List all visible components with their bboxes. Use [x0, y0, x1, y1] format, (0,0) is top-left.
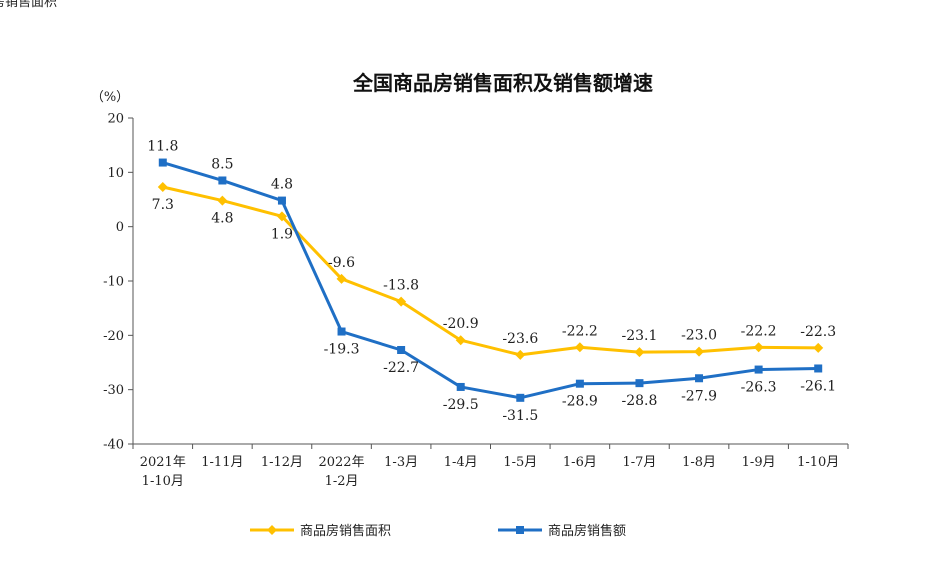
data-point	[218, 176, 227, 185]
data-point	[337, 327, 346, 336]
y-tick-label: 20	[107, 112, 124, 127]
y-tick-label: 10	[107, 166, 124, 181]
data-point	[397, 346, 406, 355]
x-tick-label: 2022年	[318, 455, 364, 470]
data-label: -22.7	[383, 360, 419, 376]
data-label: -19.3	[324, 342, 360, 358]
data-label: -26.1	[800, 378, 836, 394]
data-point	[276, 211, 287, 222]
y-tick-label: -30	[103, 383, 124, 398]
y-tick-label: -10	[103, 275, 124, 290]
data-point	[515, 349, 526, 360]
data-point	[516, 393, 525, 402]
data-label: -13.8	[383, 278, 419, 294]
y-tick-label: -20	[103, 329, 124, 344]
x-tick-label: 1-8月	[682, 455, 716, 470]
y-unit-label: （%）	[91, 90, 129, 105]
series-1: 7.3 4.8 1.9 -9.6 -13.8 -20.9 -23.6 -22.2 -23.1 -2…	[152, 182, 836, 360]
data-label: -29.5	[443, 397, 479, 413]
data-point	[814, 364, 823, 373]
data-point	[753, 342, 764, 353]
data-point	[575, 379, 584, 388]
legend-marker	[267, 525, 277, 535]
x-tick-label: 1-11月	[201, 455, 243, 470]
chart-title: 全国商品房销售面积及销售额增速	[352, 71, 653, 95]
x-tick-label: 1-10月	[142, 474, 184, 489]
data-point	[158, 158, 167, 167]
data-label: -9.6	[328, 255, 355, 271]
data-point	[754, 365, 763, 374]
legend-label: 商品房销售面积	[300, 523, 391, 539]
data-label: 1.9	[271, 226, 293, 242]
data-point	[456, 382, 465, 391]
y-tick-label: -40	[103, 438, 124, 453]
x-tick-label: 2021年	[140, 455, 186, 470]
x-tick-label: 1-12月	[261, 455, 303, 470]
data-label: -27.9	[681, 388, 717, 404]
x-tick-label: 1-3月	[384, 455, 418, 470]
data-point	[635, 379, 644, 388]
data-point	[574, 342, 585, 353]
data-label: 11.8	[147, 139, 178, 155]
x-tick-label: 1-9月	[742, 455, 776, 470]
legend-item-1: 商品房销售面积	[250, 523, 391, 539]
data-label: 4.8	[211, 211, 233, 227]
legend: 商品房销售面积 商品房销售额	[250, 523, 626, 539]
corner-text: 房销售面积	[0, 0, 57, 10]
axes: 20 10 0 -10 -20 -30 -40 2021年 1-10月 1-11月 1-12月 202…	[103, 112, 849, 489]
data-label: 7.3	[152, 197, 174, 213]
data-point	[336, 273, 347, 284]
data-label: -28.9	[562, 394, 598, 410]
data-point	[396, 296, 407, 307]
data-point	[695, 374, 704, 383]
data-point	[634, 347, 645, 358]
legend-item-2: 商品房销售额	[498, 523, 626, 539]
x-tick-label: 1-5月	[503, 455, 537, 470]
data-label: 8.5	[211, 156, 233, 172]
data-point	[277, 196, 286, 205]
x-tick-label: 1-4月	[444, 455, 478, 470]
x-tick-label: 1-7月	[622, 455, 656, 470]
data-label: -23.1	[622, 328, 658, 344]
legend-label: 商品房销售额	[548, 523, 626, 539]
data-label: 4.8	[271, 177, 293, 193]
data-point	[813, 342, 824, 353]
x-tick-label: 1-6月	[563, 455, 597, 470]
data-label: -23.0	[681, 328, 717, 344]
data-point	[157, 182, 168, 193]
data-label: -23.6	[502, 331, 538, 347]
series-layer: 7.3 4.8 1.9 -9.6 -13.8 -20.9 -23.6 -22.2 -23.1 -2…	[147, 139, 836, 424]
y-tick-label: 0	[116, 220, 124, 235]
data-label: -22.3	[800, 324, 836, 340]
data-point	[455, 335, 466, 346]
x-tick-label: 1-2月	[325, 474, 359, 489]
legend-marker	[516, 526, 524, 534]
data-point	[694, 346, 705, 357]
data-point	[217, 195, 228, 206]
data-label: -22.2	[562, 323, 598, 339]
data-label: -26.3	[741, 380, 777, 396]
x-tick-label: 1-10月	[797, 455, 839, 470]
data-label: -31.5	[502, 408, 538, 424]
data-label: -28.8	[622, 393, 658, 409]
series-line	[162, 185, 819, 357]
data-label: -20.9	[443, 316, 479, 332]
series-2: 11.8 8.5 4.8 -19.3 -22.7 -29.5 -31.5 -28.9 -28.8…	[147, 139, 836, 424]
series-line	[162, 161, 819, 400]
data-label: -22.2	[741, 323, 777, 339]
